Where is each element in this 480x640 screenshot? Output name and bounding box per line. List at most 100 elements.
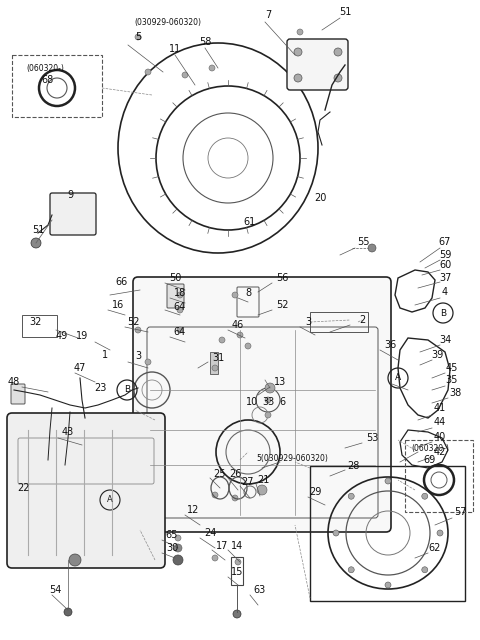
- FancyBboxPatch shape: [7, 413, 165, 568]
- Text: 27: 27: [242, 477, 254, 487]
- Text: 26: 26: [229, 469, 241, 479]
- FancyBboxPatch shape: [210, 352, 218, 374]
- Text: 37: 37: [439, 273, 451, 283]
- Circle shape: [422, 567, 428, 573]
- Circle shape: [232, 495, 238, 501]
- Text: 53: 53: [366, 433, 378, 443]
- Text: 28: 28: [347, 461, 359, 471]
- FancyBboxPatch shape: [287, 39, 348, 90]
- Text: 30: 30: [166, 543, 178, 553]
- Text: 57: 57: [454, 507, 466, 517]
- Text: 29: 29: [309, 487, 321, 497]
- Text: 52: 52: [276, 300, 288, 310]
- Circle shape: [385, 478, 391, 484]
- Circle shape: [212, 492, 218, 498]
- Circle shape: [257, 485, 267, 495]
- Circle shape: [294, 74, 302, 82]
- Circle shape: [348, 567, 354, 573]
- Circle shape: [265, 383, 275, 393]
- Circle shape: [235, 559, 241, 565]
- Text: 68: 68: [42, 75, 54, 85]
- Text: 36: 36: [384, 340, 396, 350]
- FancyBboxPatch shape: [167, 284, 184, 308]
- Text: 58: 58: [199, 37, 211, 47]
- Text: 18: 18: [174, 288, 186, 298]
- Circle shape: [334, 48, 342, 56]
- Circle shape: [145, 359, 151, 365]
- Text: 10: 10: [246, 397, 258, 407]
- Circle shape: [294, 48, 302, 56]
- Text: 49: 49: [56, 331, 68, 341]
- Text: 23: 23: [94, 383, 106, 393]
- Circle shape: [212, 555, 218, 561]
- Text: A: A: [395, 374, 401, 383]
- Text: 3: 3: [305, 317, 311, 327]
- Text: 48: 48: [8, 377, 20, 387]
- Circle shape: [31, 238, 41, 248]
- FancyBboxPatch shape: [11, 384, 25, 404]
- Text: 51: 51: [339, 7, 351, 17]
- Text: 35: 35: [446, 375, 458, 385]
- FancyBboxPatch shape: [50, 193, 96, 235]
- Text: 13: 13: [274, 377, 286, 387]
- Text: 8: 8: [245, 288, 251, 298]
- Text: 47: 47: [74, 363, 86, 373]
- Circle shape: [232, 292, 238, 298]
- Text: 14: 14: [231, 541, 243, 551]
- Circle shape: [135, 34, 141, 40]
- Circle shape: [177, 327, 183, 333]
- Circle shape: [173, 555, 183, 565]
- Circle shape: [348, 493, 354, 499]
- Text: (030929-060320): (030929-060320): [134, 17, 202, 26]
- Text: 4: 4: [442, 287, 448, 297]
- Text: 64: 64: [174, 302, 186, 312]
- Circle shape: [437, 530, 443, 536]
- Text: 5: 5: [135, 32, 141, 42]
- Circle shape: [385, 582, 391, 588]
- Text: 21: 21: [257, 475, 269, 485]
- Circle shape: [297, 29, 303, 35]
- Circle shape: [233, 610, 241, 618]
- Text: 9: 9: [67, 190, 73, 200]
- Text: 20: 20: [314, 193, 326, 203]
- Circle shape: [212, 365, 218, 371]
- Circle shape: [237, 332, 243, 338]
- Text: B: B: [440, 308, 446, 317]
- Text: 40: 40: [434, 432, 446, 442]
- Text: B: B: [124, 385, 130, 394]
- Circle shape: [177, 292, 183, 298]
- Text: 45: 45: [446, 363, 458, 373]
- Circle shape: [135, 327, 141, 333]
- Text: 32: 32: [29, 317, 41, 327]
- Text: 2: 2: [359, 315, 365, 325]
- Text: 69: 69: [424, 455, 436, 465]
- Circle shape: [177, 307, 183, 313]
- Text: 7: 7: [265, 10, 271, 20]
- Circle shape: [175, 535, 181, 541]
- Text: 55: 55: [357, 237, 369, 247]
- Text: 56: 56: [276, 273, 288, 283]
- Text: 41: 41: [434, 403, 446, 413]
- Circle shape: [209, 65, 215, 71]
- Text: 22: 22: [18, 483, 30, 493]
- Text: 17: 17: [216, 541, 228, 551]
- Text: 44: 44: [434, 417, 446, 427]
- Circle shape: [334, 74, 342, 82]
- Circle shape: [333, 530, 339, 536]
- Text: 59: 59: [439, 250, 451, 260]
- Text: 25: 25: [214, 469, 226, 479]
- Circle shape: [368, 244, 376, 252]
- Circle shape: [182, 72, 188, 78]
- Text: 16: 16: [112, 300, 124, 310]
- Text: 62: 62: [429, 543, 441, 553]
- Text: A: A: [107, 495, 113, 504]
- Text: 3: 3: [135, 351, 141, 361]
- Text: 38: 38: [449, 388, 461, 398]
- Text: 6: 6: [279, 397, 285, 407]
- Text: 51: 51: [32, 225, 44, 235]
- Text: 43: 43: [62, 427, 74, 437]
- Text: 60: 60: [439, 260, 451, 270]
- Circle shape: [422, 493, 428, 499]
- Text: 1: 1: [102, 350, 108, 360]
- Circle shape: [64, 608, 72, 616]
